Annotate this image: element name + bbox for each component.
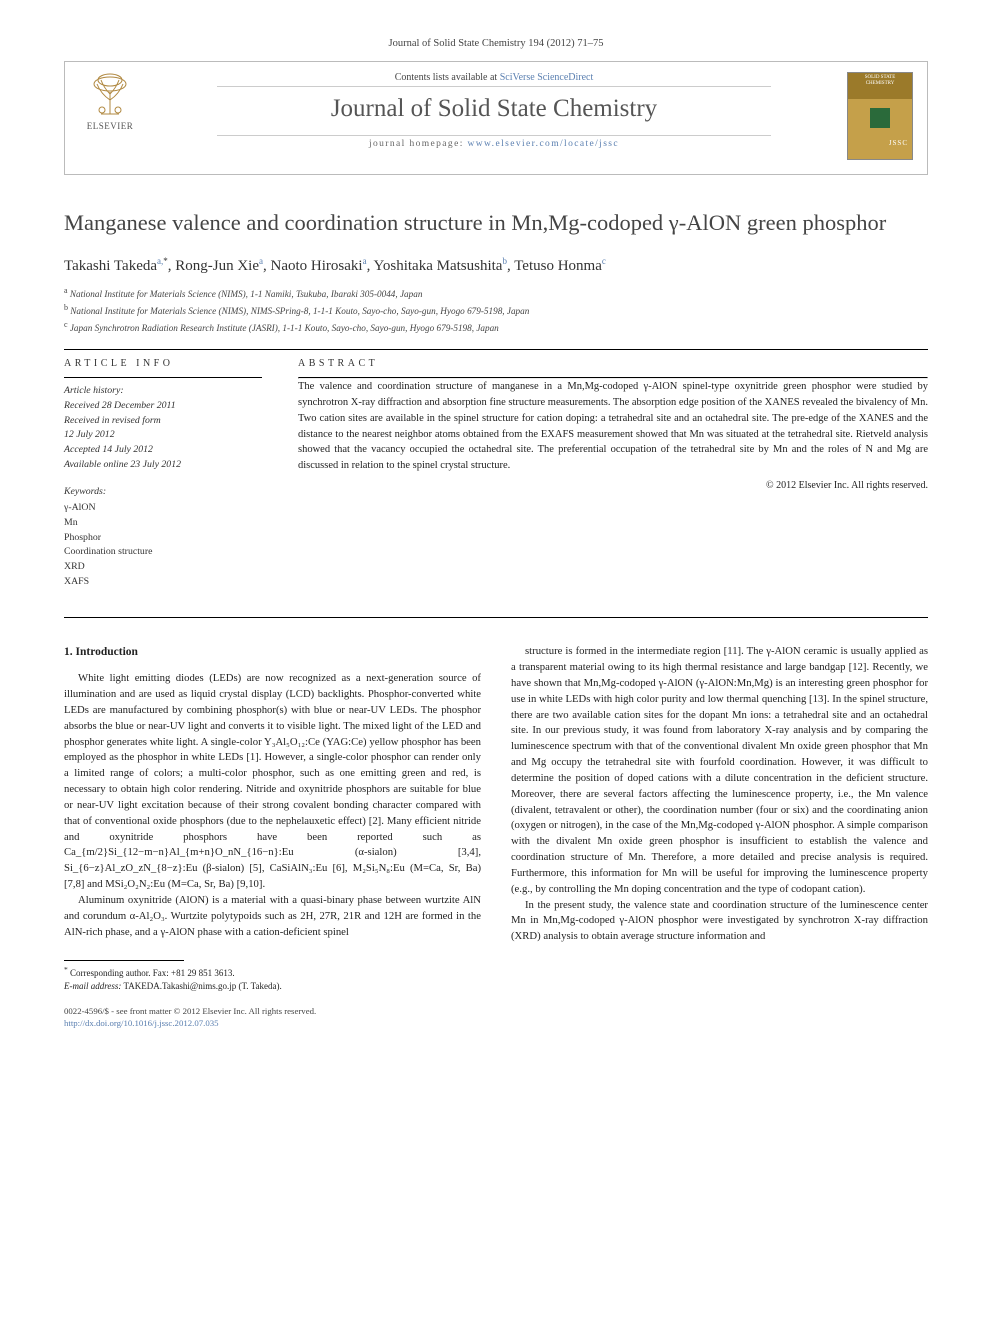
body-paragraph: structure is formed in the intermediate … — [511, 644, 928, 897]
abstract-copyright: © 2012 Elsevier Inc. All rights reserved… — [298, 480, 928, 491]
keyword: Mn — [64, 517, 78, 528]
keyword: XRD — [64, 561, 85, 572]
body-paragraph: White light emitting diodes (LEDs) are n… — [64, 671, 481, 893]
history-accepted: Accepted 14 July 2012 — [64, 444, 153, 455]
history-revised-date: 12 July 2012 — [64, 429, 115, 440]
abstract-text: The valence and coordination structure o… — [298, 379, 928, 474]
journal-title: Journal of Solid State Chemistry — [157, 95, 831, 123]
history-label: Article history: — [64, 385, 124, 396]
keyword: Coordination structure — [64, 546, 152, 557]
footnotes: * Corresponding author. Fax: +81 29 851 … — [64, 965, 481, 992]
history-received: Received 28 December 2011 — [64, 400, 176, 411]
history-revised: Received in revised form — [64, 415, 161, 426]
keyword: Phosphor — [64, 532, 101, 543]
author-4: Yoshitaka Matsushita — [374, 258, 503, 274]
section-heading-1: 1. Introduction — [64, 644, 481, 661]
contents-line: Contents lists available at SciVerse Sci… — [157, 72, 831, 83]
homepage-link[interactable]: www.elsevier.com/locate/jssc — [468, 139, 620, 149]
info-abstract-row: ARTICLE INFO Article history: Received 2… — [64, 358, 928, 589]
body-paragraph: In the present study, the valence state … — [511, 898, 928, 945]
article-info: ARTICLE INFO Article history: Received 2… — [64, 358, 262, 589]
author-5-aff: c — [602, 256, 606, 266]
journal-header: ELSEVIER Contents lists available at Sci… — [64, 61, 928, 175]
elsevier-tree-icon — [87, 72, 133, 118]
front-matter-line: 0022-4596/$ - see front matter © 2012 El… — [64, 1005, 481, 1017]
homepage-line: journal homepage: www.elsevier.com/locat… — [157, 139, 831, 149]
footnote-rule — [64, 960, 184, 961]
contents-prefix: Contents lists available at — [395, 72, 500, 83]
author-list: Takashi Takedaa,*, Rong-Jun Xiea, Naoto … — [64, 256, 928, 275]
author-5: Tetuso Honma — [514, 258, 602, 274]
affiliation-c: c Japan Synchrotron Radiation Research I… — [64, 319, 928, 336]
header-center: Contents lists available at SciVerse Sci… — [157, 72, 831, 149]
page: Journal of Solid State Chemistry 194 (20… — [0, 0, 992, 1069]
cover-top-text: SOLID STATE CHEMISTRY — [848, 73, 912, 99]
author-3: Naoto Hirosaki — [271, 258, 363, 274]
keywords: Keywords: γ-AlON Mn Phosphor Coordinatio… — [64, 485, 262, 590]
body-paragraph: Aluminum oxynitride (AlON) is a material… — [64, 893, 481, 940]
doi-line: http://dx.doi.org/10.1016/j.jssc.2012.07… — [64, 1017, 481, 1029]
keyword: γ-AlON — [64, 502, 96, 513]
author-1: Takashi Takeda — [64, 258, 157, 274]
homepage-prefix: journal homepage: — [369, 139, 468, 149]
affiliation-b: b National Institute for Materials Scien… — [64, 302, 928, 319]
doi-link[interactable]: http://dx.doi.org/10.1016/j.jssc.2012.07… — [64, 1018, 219, 1028]
affiliations: a National Institute for Materials Scien… — [64, 285, 928, 336]
author-2: Rong-Jun Xie — [175, 258, 259, 274]
abstract: ABSTRACT The valence and coordination st… — [298, 358, 928, 589]
corresponding-footnote: * Corresponding author. Fax: +81 29 851 … — [64, 965, 481, 980]
article-info-head: ARTICLE INFO — [64, 358, 262, 369]
article-title: Manganese valence and coordination struc… — [64, 209, 928, 238]
abstract-head: ABSTRACT — [298, 358, 928, 369]
article-history: Article history: Received 28 December 20… — [64, 384, 262, 472]
sciverse-link[interactable]: SciVerse ScienceDirect — [500, 72, 594, 83]
publisher-logo: ELSEVIER — [79, 72, 141, 131]
publisher-name: ELSEVIER — [79, 121, 141, 131]
keyword: XAFS — [64, 576, 89, 587]
journal-cover-thumb: SOLID STATE CHEMISTRY JSSC — [847, 72, 913, 160]
bottom-meta: 0022-4596/$ - see front matter © 2012 El… — [64, 1005, 481, 1030]
cover-bot-text: JSSC — [848, 137, 912, 149]
email-footnote: E-mail address: TAKEDA.Takashi@nims.go.j… — [64, 980, 481, 993]
history-online: Available online 23 July 2012 — [64, 459, 181, 470]
body-two-column: 1. Introduction White light emitting dio… — [64, 644, 928, 1029]
keywords-label: Keywords: — [64, 485, 262, 500]
journal-reference: Journal of Solid State Chemistry 194 (20… — [64, 38, 928, 49]
affiliation-a: a National Institute for Materials Scien… — [64, 285, 928, 302]
